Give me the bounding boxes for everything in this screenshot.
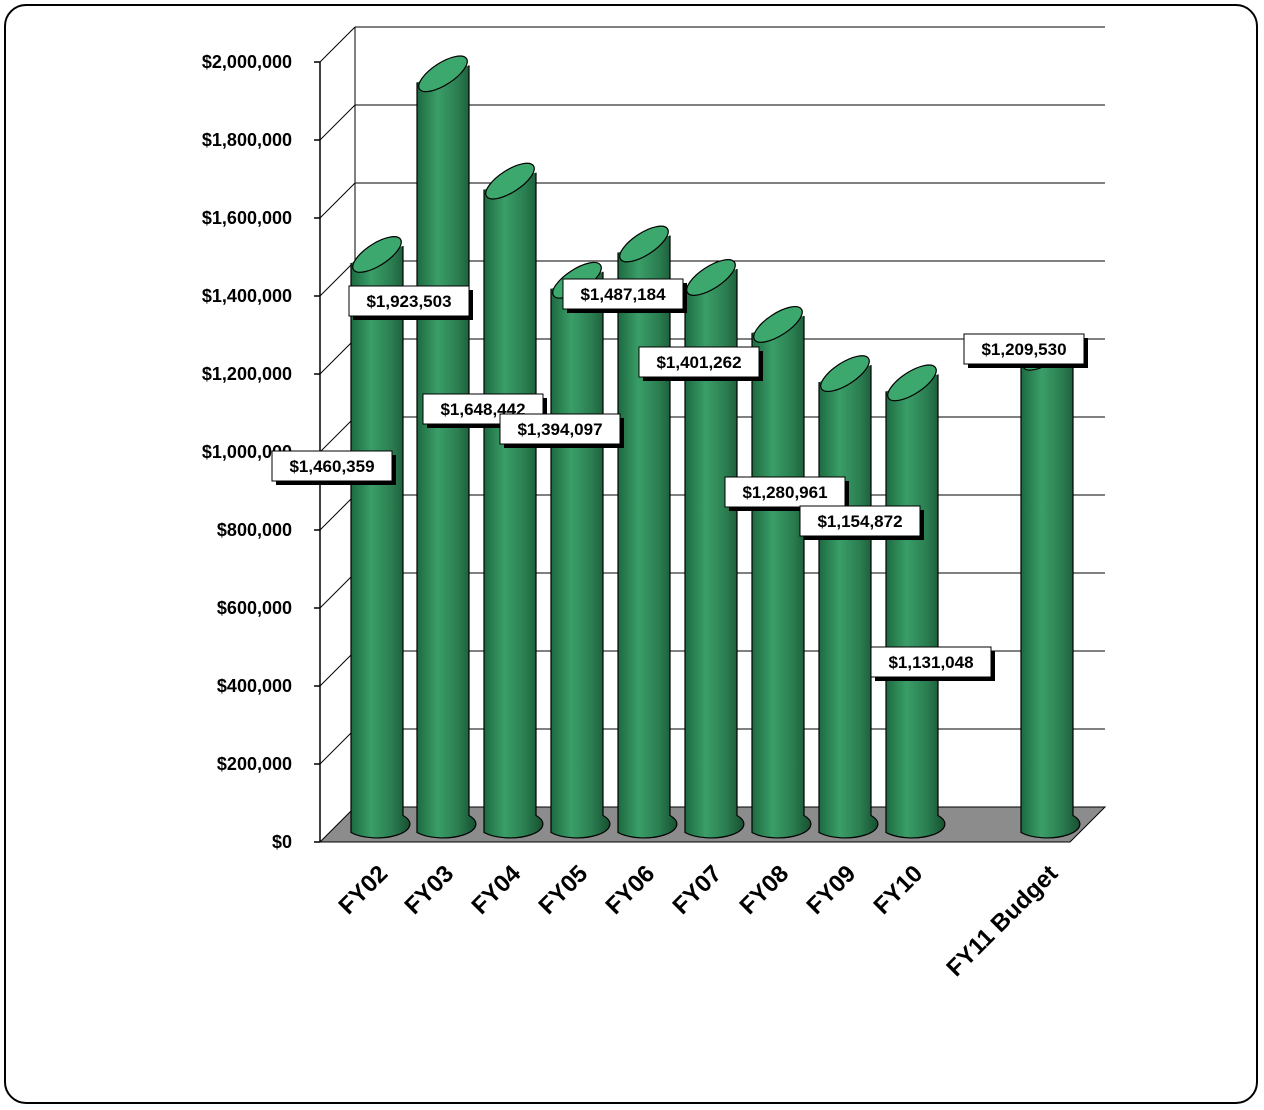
data-label: $1,401,262: [638, 346, 763, 381]
data-label-box: [799, 505, 921, 537]
x-tick-label: FY05: [534, 860, 594, 920]
bar: [617, 225, 678, 839]
x-tick-label: FY06: [601, 860, 661, 920]
bar-body: [684, 269, 745, 839]
data-label: $1,209,530: [963, 333, 1088, 368]
bar-body: [416, 65, 477, 839]
data-label: $1,154,872: [799, 505, 924, 540]
bar: [818, 355, 879, 839]
y-tick-label: $600,000: [217, 598, 292, 618]
data-label-text: $1,923,503: [366, 292, 451, 311]
x-tick-label: FY02: [334, 860, 394, 920]
gridline-diagonal: [319, 416, 356, 453]
y-tick-label: $1,400,000: [202, 286, 292, 306]
x-tick-label: FY03: [400, 860, 460, 920]
x-tick-label: FY11 Budget: [941, 860, 1063, 982]
gridline-diagonal: [319, 650, 356, 687]
y-tick-label: $400,000: [217, 676, 292, 696]
data-label-text: $1,131,048: [888, 653, 973, 672]
bar-body: [818, 365, 879, 839]
data-label-text: $1,401,262: [656, 353, 741, 372]
bar: [1020, 333, 1081, 839]
gridline-diagonal: [319, 26, 356, 63]
data-label-box: [638, 346, 760, 378]
x-tick-label: FY09: [802, 860, 862, 920]
bar: [550, 261, 611, 839]
bar-body: [550, 271, 611, 839]
bar-top: [619, 225, 669, 263]
y-tick-label: $2,000,000: [202, 52, 292, 72]
data-label-box: [870, 646, 992, 678]
y-axis: $0 $200,000 $400,000 $600,000 $800,000 $1,000…: [202, 52, 320, 852]
gridline-diagonal: [319, 494, 356, 531]
y-tick-label: $1,000,000: [202, 442, 292, 462]
bar-top: [820, 355, 870, 393]
data-label: $1,280,961: [724, 476, 849, 511]
bar-top: [887, 364, 937, 402]
gridline-diagonal: [319, 338, 356, 375]
data-label-box: [724, 476, 846, 508]
y-tick-label: $1,200,000: [202, 364, 292, 384]
data-label-text: $1,487,184: [580, 285, 666, 304]
y-tick-label: $1,800,000: [202, 130, 292, 150]
data-label-text: $1,460,359: [289, 457, 374, 476]
data-label: $1,487,184: [562, 278, 687, 313]
bar: [885, 364, 946, 839]
bar: [350, 236, 411, 839]
data-label: $1,648,442: [422, 393, 547, 428]
bar: [416, 55, 477, 839]
bar-top: [686, 259, 736, 296]
data-label: $1,131,048: [870, 646, 995, 681]
data-label: $1,460,359: [271, 450, 396, 485]
data-label-box: [271, 450, 393, 482]
y-tick-label: $200,000: [217, 754, 292, 774]
x-axis: FY02 FY03 FY04 FY05 FY06 FY07 FY08 FY09 FY10 FY11…: [334, 860, 1064, 982]
x-tick-label: FY07: [668, 860, 728, 920]
bars: [350, 55, 1081, 839]
bar-body: [483, 172, 544, 839]
x-tick-label: FY04: [467, 860, 527, 920]
bar-body: [885, 374, 946, 839]
bar-body: [751, 315, 812, 839]
bar-top: [418, 55, 468, 93]
x-tick-label: FY10: [869, 860, 929, 920]
bar: [483, 162, 544, 839]
bar-body: [1020, 343, 1081, 839]
data-label-text: $1,209,530: [981, 340, 1066, 359]
bar: [684, 259, 745, 839]
data-label-box: [348, 285, 470, 317]
bar-top: [352, 236, 402, 273]
y-tick-label: $1,600,000: [202, 208, 292, 228]
gridline-diagonal: [319, 104, 356, 141]
bar: [751, 306, 812, 839]
data-label-box: [963, 333, 1085, 365]
gridline-diagonal: [319, 728, 356, 765]
gridline-diagonal: [319, 260, 356, 297]
data-label-box: [562, 278, 684, 310]
bar-top: [753, 306, 803, 343]
bar-top: [485, 162, 535, 200]
data-label-text: $1,394,097: [517, 420, 602, 439]
x-tick-label: FY08: [735, 860, 795, 920]
data-label: $1,923,503: [348, 285, 473, 320]
y-tick-label: $800,000: [217, 520, 292, 540]
data-label: $1,394,097: [499, 413, 624, 448]
bar-body: [350, 245, 411, 839]
data-label-box: [499, 413, 621, 445]
bar-body: [617, 235, 678, 839]
gridline-diagonal: [319, 182, 356, 219]
data-label-text: $1,154,872: [817, 512, 902, 531]
gridline-diagonal: [319, 572, 356, 609]
data-labels: $1,460,359 $1,923,503 $1,648,442$1,394,097…: [271, 278, 1088, 681]
y-tick-label: $0: [272, 832, 292, 852]
data-label-text: $1,280,961: [742, 483, 827, 502]
